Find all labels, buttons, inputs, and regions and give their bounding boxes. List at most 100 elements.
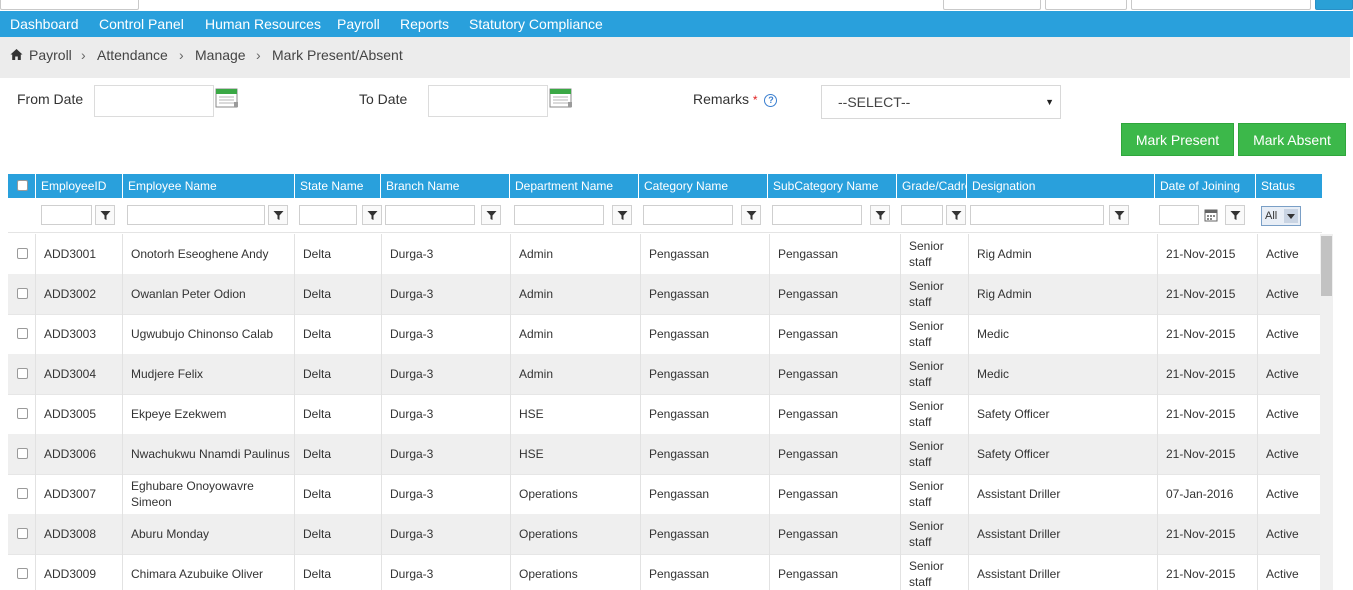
cell-date-of-joining: 21-Nov-2015 (1157, 554, 1257, 590)
cell-employee-name: Nwachukwu Nnamdi Paulinus (122, 434, 294, 474)
cell-subcategory-name: Pengassan (769, 314, 900, 354)
filter-icon[interactable] (95, 205, 115, 225)
row-checkbox[interactable] (17, 448, 28, 459)
cell-department-name: Operations (510, 474, 640, 514)
breadcrumb-attendance[interactable]: Attendance (97, 47, 168, 63)
filter-icon[interactable] (741, 205, 761, 225)
row-checkbox[interactable] (17, 488, 28, 499)
select-all-checkbox[interactable] (17, 180, 28, 191)
column-filter-input[interactable] (299, 205, 357, 225)
calendar-icon[interactable] (549, 87, 573, 109)
column-header-category-name[interactable]: Category Name (638, 174, 767, 198)
grid-scrollbar[interactable] (1320, 234, 1333, 590)
cell-employee-name: Aburu Monday (122, 514, 294, 554)
column-filter-input[interactable] (901, 205, 943, 225)
column-header-subcategory-name[interactable]: SubCategory Name (767, 174, 896, 198)
row-checkbox[interactable] (17, 288, 28, 299)
cell-date-of-joining: 21-Nov-2015 (1157, 394, 1257, 434)
column-header-department-name[interactable]: Department Name (509, 174, 638, 198)
nav-item-human-resources[interactable]: Human Resources (205, 16, 321, 32)
cell-employee-name: Onotorh Eseoghene Andy (122, 234, 294, 274)
cell-category-name: Pengassan (640, 434, 769, 474)
table-row[interactable]: ADD3002 Owanlan Peter Odion Delta Durga-3 Ad… (8, 274, 1322, 315)
table-row[interactable]: ADD3005 Ekpeye Ezekwem Delta Durga-3 HSE Peng… (8, 394, 1322, 435)
column-header-employeeid[interactable]: EmployeeID (35, 174, 122, 198)
row-checkbox[interactable] (17, 368, 28, 379)
status-filter-select[interactable]: All (1261, 206, 1301, 226)
row-checkbox[interactable] (17, 528, 28, 539)
cell-subcategory-name: Pengassan (769, 234, 900, 274)
calendar-icon[interactable] (215, 87, 239, 109)
cell-grade-cadre: Senior staff (900, 434, 968, 474)
column-filter-input[interactable] (970, 205, 1104, 225)
nav-item-payroll[interactable]: Payroll (337, 16, 380, 32)
calendar-icon[interactable] (1204, 208, 1218, 222)
filter-icon[interactable] (870, 205, 890, 225)
column-header-designation[interactable]: Designation (966, 174, 1154, 198)
row-checkbox[interactable] (17, 328, 28, 339)
column-filter-input[interactable] (514, 205, 604, 225)
filter-icon[interactable] (1225, 205, 1245, 225)
column-header-date-of-joining[interactable]: Date of Joining (1154, 174, 1255, 198)
column-header-state-name[interactable]: State Name (294, 174, 380, 198)
remarks-select[interactable]: --SELECT-- ▼ (821, 85, 1061, 119)
top-search-box[interactable] (0, 0, 139, 10)
filter-icon[interactable] (362, 205, 382, 225)
filter-icon[interactable] (946, 205, 966, 225)
column-filter-input[interactable] (385, 205, 475, 225)
to-date-input[interactable] (428, 85, 548, 117)
table-row[interactable]: ADD3006 Nwachukwu Nnamdi Paulinus Delta Dur… (8, 434, 1322, 475)
column-header-branch-name[interactable]: Branch Name (380, 174, 509, 198)
top-button[interactable] (1131, 0, 1311, 10)
cell-employee-id: ADD3005 (35, 394, 122, 434)
cell-branch-name: Durga-3 (381, 394, 510, 434)
nav-item-reports[interactable]: Reports (400, 16, 450, 32)
table-row[interactable]: ADD3004 Mudjere Felix Delta Durga-3 Admin Pen… (8, 354, 1322, 395)
filter-icon[interactable] (1109, 205, 1129, 225)
breadcrumb-manage[interactable]: Manage (195, 47, 246, 63)
nav-item-control-panel[interactable]: Control Panel (99, 16, 184, 32)
row-checkbox[interactable] (17, 248, 28, 259)
nav-item-dashboard[interactable]: Dashboard (10, 16, 79, 32)
breadcrumb-payroll[interactable]: Payroll (29, 47, 72, 63)
cell-department-name: Admin (510, 314, 640, 354)
cell-category-name: Pengassan (640, 314, 769, 354)
cell-subcategory-name: Pengassan (769, 274, 900, 314)
nav-item-statutory-compliance[interactable]: Statutory Compliance (469, 16, 603, 32)
row-checkbox[interactable] (17, 568, 28, 579)
cell-grade-cadre: Senior staff (900, 394, 968, 434)
cell-grade-cadre: Senior staff (900, 234, 968, 274)
table-row[interactable]: ADD3001 Onotorh Eseoghene Andy Delta Durga-… (8, 234, 1322, 275)
column-filter-input[interactable] (772, 205, 862, 225)
column-filter-input[interactable] (643, 205, 733, 225)
table-row[interactable]: ADD3003 Ugwubujo Chinonso Calab Delta Durga… (8, 314, 1322, 355)
table-row[interactable]: ADD3009 Chimara Azubuike Oliver Delta Durga… (8, 554, 1322, 590)
scrollbar-thumb[interactable] (1321, 236, 1332, 296)
column-filter-input[interactable] (1159, 205, 1199, 225)
top-button[interactable] (1315, 0, 1353, 10)
table-row[interactable]: ADD3007 Eghubare Onoyowavre Simeon Delta Du… (8, 474, 1322, 515)
home-icon[interactable] (10, 48, 23, 61)
column-header-status[interactable]: Status (1255, 174, 1322, 198)
filter-icon[interactable] (612, 205, 632, 225)
column-filter-input[interactable] (41, 205, 92, 225)
filter-icon[interactable] (481, 205, 501, 225)
column-header-employee-name[interactable]: Employee Name (122, 174, 294, 198)
table-row[interactable]: ADD3008 Aburu Monday Delta Durga-3 Operation… (8, 514, 1322, 555)
mark-present-button[interactable]: Mark Present (1121, 123, 1234, 156)
filter-icon[interactable] (268, 205, 288, 225)
column-filter-input[interactable] (127, 205, 265, 225)
cell-status: Active (1257, 434, 1322, 474)
help-icon[interactable]: ? (764, 93, 778, 107)
cell-branch-name: Durga-3 (381, 554, 510, 590)
top-button[interactable] (943, 0, 1041, 10)
column-header-grade-cadre[interactable]: Grade/Cadre (896, 174, 966, 198)
row-checkbox[interactable] (17, 408, 28, 419)
cell-designation: Medic (968, 314, 1157, 354)
mark-absent-button[interactable]: Mark Absent (1238, 123, 1346, 156)
cell-employee-name: Chimara Azubuike Oliver (122, 554, 294, 590)
from-date-input[interactable] (94, 85, 214, 117)
cell-state-name: Delta (294, 394, 381, 434)
top-button[interactable] (1045, 0, 1127, 10)
breadcrumb-current: Mark Present/Absent (272, 47, 403, 63)
